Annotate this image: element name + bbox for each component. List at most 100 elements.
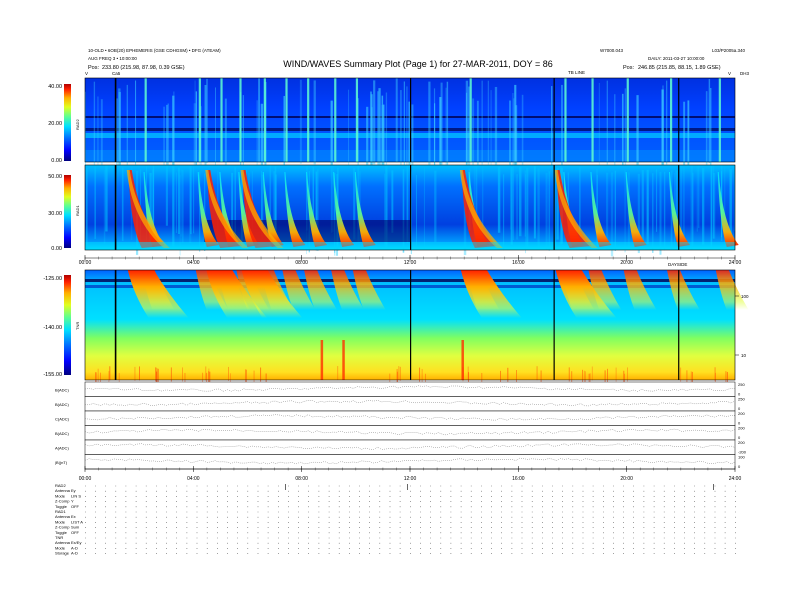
mode-table-value-11: Ex/Ey [71,540,81,545]
rad2-burst-7 [334,78,337,162]
rad1-burst-14 [717,172,739,247]
rad2-colorbar [64,84,71,161]
line-panels: B(ADC)2500B(ADC)2500C(ADC)2000B(ADC)2000… [55,381,747,470]
time-axis-lower-tick-6: 24:00 [729,476,742,482]
tnr-strong-burst-4 [555,270,617,318]
mode-table-label-3: Z-Comp [55,499,70,504]
rad2-burst-4 [263,78,266,162]
page-title: WIND/WAVES Summary Plot (Page 1) for 27-… [283,59,553,69]
header-left-pos-label: Pos: [88,65,99,71]
rad1-colorbar [64,175,71,248]
header-left-pos-value: 233.80 (215.98, 87.98, 0.39 GSE) [102,65,185,71]
line-panel-range-top-3: 200 [738,426,745,431]
tnr-strong-burst-2 [241,270,303,318]
mode-table-value-7: LIST A [71,519,83,524]
header-left-line2: AUG FREQ 3 • 10:00:00 [88,56,137,61]
rad2-burst-3 [239,78,242,162]
header-left-mark-v: V [85,71,88,76]
rad1-burst-8 [354,172,376,247]
rad1-panel [84,164,739,257]
tnr-burst-6 [304,270,338,310]
line-panel-trace-4 [84,443,736,450]
data-gap-line-3 [678,78,680,162]
rad2-burst-10 [564,78,567,162]
rad1-burst-13 [669,172,690,247]
line-panel-range-bottom-4: -200 [738,450,747,455]
mode-table-value-4: OFF [71,504,80,509]
rad1-burst-5 [284,172,306,247]
time-axis-lower-tick-1: 04:00 [187,476,200,482]
tnr-spike-0 [320,340,324,380]
tnr-burst-5 [282,270,316,310]
rad1-strong-burst-0 [128,170,164,248]
tnr-burst-12 [623,270,657,310]
data-gap-line-2 [553,270,555,380]
rad1-burst-11 [590,172,612,247]
rad1-burst-3 [238,172,260,247]
line-panel-label-1: B(ADC) [55,402,69,407]
tnr-strong-burst-1 [206,270,268,318]
rad2-burst-9 [469,78,472,162]
rad2-tick-bottom: 0.00 [51,158,62,164]
data-gap-line-3 [678,165,680,250]
time-axis-upper-tick-0: 00:00 [79,260,92,266]
data-gap-line-2 [553,165,555,250]
data-gap-line-1 [410,165,412,250]
tnr-right-tick-10: 10 [741,353,747,358]
mode-table-value-9: OFF [71,530,80,535]
time-axis-lower-tick-5: 20:00 [620,476,633,482]
mode-table-label-1: Antenna [55,488,71,493]
time-axis-lower-tick-3: 12:00 [404,476,417,482]
header-right-pos-label: Pos: [623,65,634,71]
rad1-burst-1 [197,172,219,247]
line-panel-trace-1 [85,400,736,407]
tnr-burst-14 [715,270,749,310]
tnr-panel [84,269,749,388]
rad2-label: RAD2 [75,119,80,130]
mode-table-label-11: Antenna [55,540,71,545]
rad1-burst-7 [333,172,355,247]
mode-table-label-12: Mode [55,545,66,550]
tnr-tick-top: -125.00 [43,276,62,282]
rad2-burst-14 [718,78,721,162]
line-panel-range-bottom-5: 0 [738,464,741,469]
line-panel-label-3: B(ADC) [55,431,69,436]
line-panel-range-bottom-0: 0 [738,392,741,397]
data-gap-line-3 [678,270,680,380]
header-right-mark-end: DH3 [740,71,749,76]
line-panel-label-4: A(ADC) [55,445,69,450]
rad2-burst-2 [220,78,223,162]
rad1-tick-top: 50.00 [48,174,62,180]
time-axis-lower-tick-0: 00:00 [79,476,92,482]
rad2-burst-8 [355,78,359,162]
tnr-tick-mid: -140.00 [43,325,62,331]
line-panel-range-top-4: 200 [738,440,745,445]
header-right-top1: W7000.043 [600,48,624,53]
mode-table-value-6: Ex [71,514,76,519]
line-panel-range-bottom-2: 0 [738,421,741,426]
rad1-strong-burst-4 [556,170,592,248]
data-gap-line-1 [410,270,412,380]
rad2-burst-13 [670,78,673,162]
time-axis-lower-tick-4: 16:00 [512,476,525,482]
data-gap-line-2 [553,78,555,162]
mode-table-label-7: Mode [55,519,66,524]
header-right-top2: L03/P2005a.340 [712,48,746,53]
time-axis-upper: 00:00 04:00 08:00 12:00 16:00 20:00 24:00 [79,255,741,266]
line-panel-label-2: C(ADC) [55,416,70,421]
time-axis-upper-tick-4: 16:00 [512,260,525,266]
tnr-spike-2 [461,340,464,380]
line-panel-range-bottom-1: 0 [738,406,741,411]
mode-table-value-13: A-D [71,551,78,556]
rad1-strong-burst-3 [461,170,497,248]
header-left-mark-c: Ca5 [112,71,121,76]
mode-table-label-8: Z-Comp [55,525,70,530]
rad2-tick-top: 40.00 [48,84,62,90]
line-panel-range-top-1: 250 [738,397,745,402]
header-left-line1: 10-OLD • 6OB(20) EPHEMERIS (GSE CDHGSM) … [88,48,221,53]
tnr-colorbar [64,275,71,375]
tnr-tick-bottom: -155.00 [43,372,62,378]
mode-table-value-1: Ey [71,488,76,493]
